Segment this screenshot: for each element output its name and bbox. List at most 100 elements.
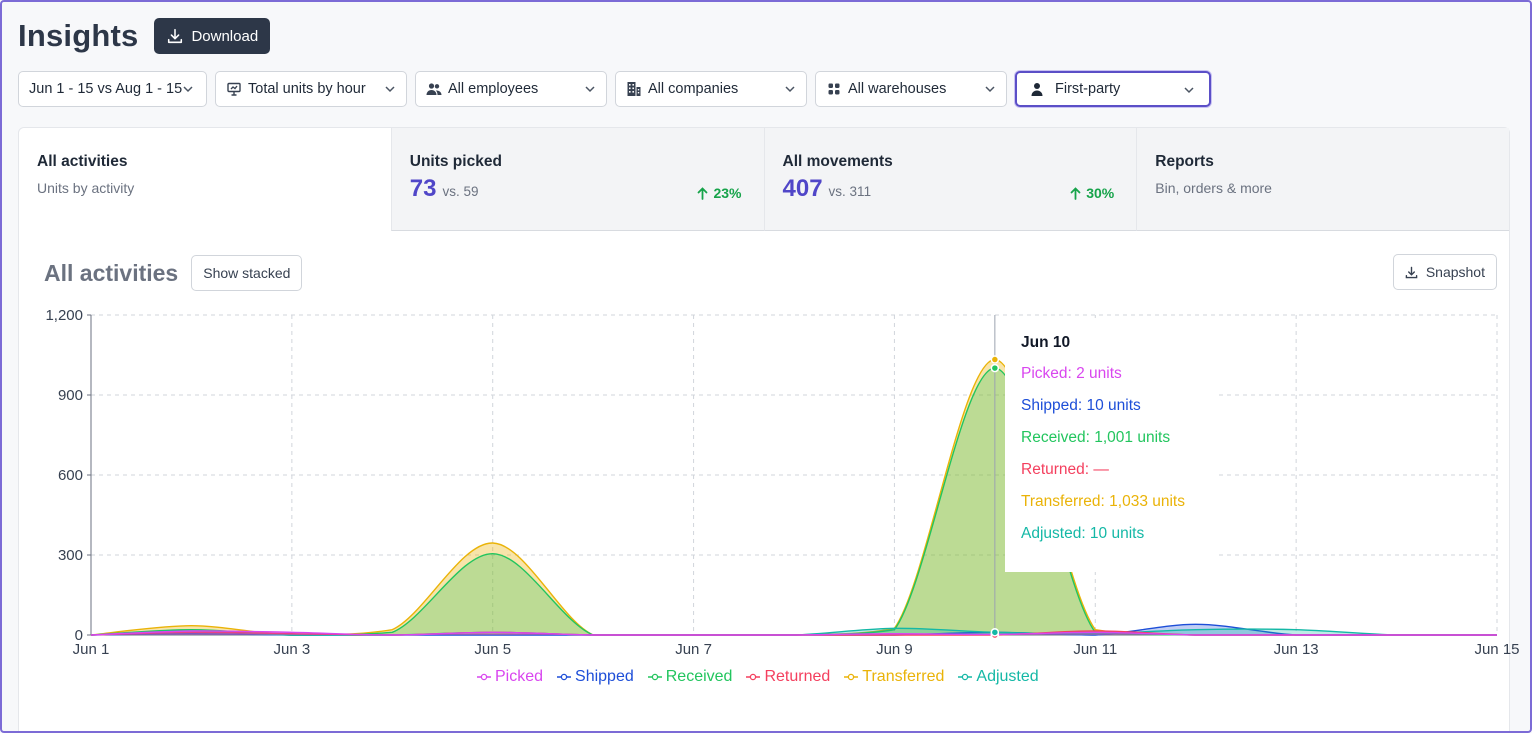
legend-label: Shipped [575, 668, 634, 685]
page-title: Insights [18, 18, 139, 53]
tooltip-row: Received: 1,001 units [1021, 429, 1171, 446]
chart-header: All activities Show stacked [44, 255, 303, 291]
tab-all-activities[interactable]: All activities Units by activity [19, 128, 391, 231]
download-icon [168, 28, 183, 44]
x-tick-label: Jun 7 [675, 641, 712, 658]
y-tick-label: 1,200 [45, 307, 83, 324]
x-tick-label: Jun 13 [1274, 641, 1319, 658]
download-icon [1405, 266, 1418, 278]
metric-comparison: vs. 311 [828, 184, 872, 199]
tab-units-picked[interactable]: Units picked 73 vs. 59 23% [390, 128, 764, 231]
metric-change: 23% [697, 185, 742, 201]
building-icon [627, 82, 641, 96]
chevron-down-icon [985, 86, 995, 93]
companies-filter[interactable]: All companies [615, 71, 807, 107]
legend-marker-icon [647, 673, 662, 681]
metric-filter-label: Total units by hour [248, 81, 366, 97]
date-range-label: Jun 1 - 15 vs Aug 1 - 15 [29, 81, 183, 97]
x-tick-label: Jun 5 [474, 641, 511, 658]
y-tick-label: 0 [75, 627, 83, 644]
legend-item-returned[interactable]: Returned [746, 668, 830, 686]
series-area-transferred [91, 359, 1497, 635]
x-tick-label: Jun 11 [1073, 641, 1117, 658]
series-line-transferred [90, 358, 1497, 636]
arrow-up-icon [698, 186, 708, 200]
tab-title: Reports [1155, 153, 1214, 170]
metric-filter[interactable]: Total units by hour [215, 71, 407, 107]
metric-comparison: vs. 59 [442, 184, 479, 199]
tooltip-row: Adjusted: 10 units [1021, 525, 1145, 542]
legend-label: Received [665, 668, 733, 685]
x-tick-label: Jun 15 [1474, 641, 1519, 658]
arrow-up-icon [1070, 186, 1081, 200]
chevron-down-icon [585, 86, 595, 93]
legend-label: Picked [495, 668, 544, 685]
legend-item-received[interactable]: Received [647, 668, 733, 686]
date-range-filter[interactable]: Jun 1 - 15 vs Aug 1 - 15 [18, 71, 207, 107]
chart-legend: Picked Shipped Received Returned Transferred… [477, 668, 1039, 686]
metric-row: 407 vs. 311 [783, 175, 1119, 203]
legend-label: Transferred [862, 668, 945, 685]
chevron-down-icon [1184, 87, 1194, 94]
metric-change-value: 23% [713, 185, 742, 201]
employees-filter[interactable]: All employees [415, 71, 607, 107]
series-area-received [91, 368, 1497, 635]
legend-marker-icon [477, 673, 491, 681]
legend-marker-icon [844, 673, 859, 681]
y-tick-label: 900 [58, 387, 83, 404]
legend-marker-icon [557, 673, 572, 681]
tab-title: Units picked [409, 153, 502, 170]
hover-point-adjusted [990, 628, 1000, 637]
party-filter[interactable]: First-party [1015, 71, 1211, 107]
tab-subtitle: Units by activity [37, 180, 135, 196]
hover-point-transferred [990, 355, 1000, 364]
tab-subtitle: Bin, orders & more [1155, 180, 1272, 196]
warehouses-filter[interactable]: All warehouses [815, 71, 1007, 107]
legend-item-picked[interactable]: Picked [477, 668, 543, 686]
party-filter-label: First-party [1055, 81, 1121, 97]
tab-all-movements[interactable]: All movements 407 vs. 311 30% [763, 128, 1137, 231]
tooltip-row: Transferred: 1,033 units [1021, 493, 1185, 510]
chevron-down-icon [183, 86, 193, 93]
y-tick-label: 600 [58, 467, 83, 484]
chevron-down-icon [385, 86, 395, 93]
users-icon [426, 83, 442, 95]
metric-change: 30% [1070, 185, 1114, 201]
metric-change-value: 30% [1086, 185, 1115, 201]
filter-bar: Jun 1 - 15 vs Aug 1 - 15 Total units by … [18, 71, 1211, 107]
tooltip-date: Jun 10 [1021, 334, 1071, 351]
tab-title: All activities [37, 153, 128, 170]
employees-filter-label: All employees [448, 81, 539, 97]
chevron-down-icon [785, 86, 795, 93]
download-label: Download [191, 27, 259, 45]
show-stacked-button[interactable]: Show stacked [191, 255, 303, 291]
series-line-received [90, 367, 1497, 636]
warehouses-filter-label: All warehouses [848, 81, 947, 97]
metric-value: 407 [782, 175, 823, 202]
metric-tabs: All activities Units by activity Units p… [19, 128, 1509, 231]
legend-label: Returned [764, 668, 831, 685]
metric-row: 73 vs. 59 [410, 175, 746, 203]
legend-marker-icon [958, 673, 973, 681]
y-tick-label: 300 [58, 547, 83, 564]
presentation-chart-icon [227, 82, 241, 96]
tooltip-row: Shipped: 10 units [1021, 397, 1141, 414]
snapshot-button[interactable]: Snapshot [1392, 254, 1497, 290]
chart-tooltip: Jun 10 Picked: 2 units Shipped: 10 units R… [1005, 318, 1219, 572]
download-button[interactable]: Download [154, 18, 271, 54]
tab-reports[interactable]: Reports Bin, orders & more [1136, 128, 1509, 231]
tooltip-row: Picked: 2 units [1021, 365, 1122, 382]
metric-value: 73 [409, 175, 437, 202]
chart-title: All activities [44, 259, 179, 286]
x-tick-label: Jun 9 [876, 641, 913, 658]
hover-point-received [990, 363, 1000, 373]
snapshot-label: Snapshot [1425, 264, 1485, 280]
tooltip-row: Returned: — [1021, 461, 1109, 478]
legend-item-adjusted[interactable]: Adjusted [958, 668, 1039, 686]
grid-icon [828, 83, 840, 95]
x-tick-label: Jun 1 [73, 641, 110, 658]
legend-item-shipped[interactable]: Shipped [557, 668, 634, 686]
legend-item-transferred[interactable]: Transferred [844, 668, 944, 686]
legend-marker-icon [746, 673, 761, 681]
